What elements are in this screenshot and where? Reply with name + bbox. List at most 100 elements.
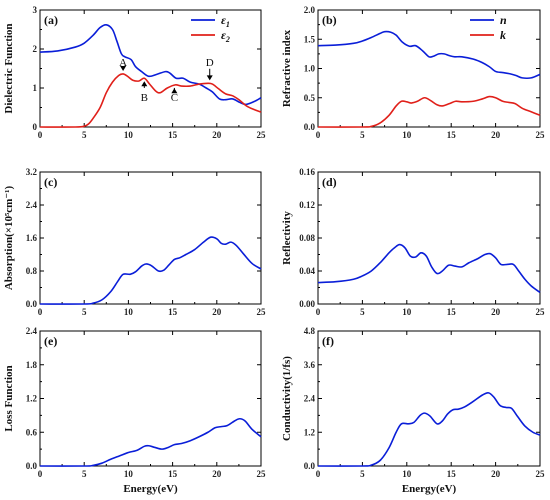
x-tick-label: 20 <box>212 307 222 317</box>
series-line-1 <box>39 23 262 106</box>
x-tick-label: 0 <box>316 307 321 317</box>
y-tick-label: 0.00 <box>299 299 315 309</box>
annotation-arrowhead <box>171 88 178 94</box>
panel-label: (c) <box>44 175 57 189</box>
annotation-label: B <box>141 92 148 104</box>
x-tick-label: 10 <box>402 130 412 140</box>
y-tick-label: 0.0 <box>304 122 316 132</box>
x-tick-label: 25 <box>257 469 267 479</box>
panel-label: (b) <box>322 13 337 27</box>
x-tick-label: 20 <box>212 130 222 140</box>
chart-panel-a: 0 5 10 15 20 25 0 1 2 3 (a) Dielectric Function ε1ε2… <box>3 5 266 140</box>
y-axis-label: Refractive index <box>281 29 293 107</box>
annotation-arrowhead <box>206 75 213 81</box>
x-tick-label: 10 <box>124 469 134 479</box>
x-tick-label: 15 <box>447 307 457 317</box>
x-tick-label: 0 <box>316 469 321 479</box>
x-tick-label: 5 <box>360 469 365 479</box>
y-tick-label: 0.8 <box>26 266 38 276</box>
panel-label: (e) <box>44 334 57 348</box>
legend-label: n <box>500 13 507 27</box>
x-tick-label: 20 <box>212 469 222 479</box>
plot-frame <box>317 330 541 467</box>
x-tick-label: 0 <box>38 130 43 140</box>
y-tick-label: 0.5 <box>304 93 316 103</box>
chart-panel-d: 0 5 10 15 20 25 0.00 0.04 0.08 0.12 0.16 (d) Reflect… <box>281 167 545 317</box>
plot-frame <box>317 171 541 305</box>
annotation-label: D <box>206 57 214 69</box>
series-line-2 <box>317 95 541 128</box>
y-tick-label: 3 <box>33 5 38 15</box>
y-tick-label: 0.0 <box>26 299 38 309</box>
x-tick-label: 15 <box>168 130 178 140</box>
x-tick-label: 20 <box>491 307 501 317</box>
y-tick-label: 1 <box>33 83 38 93</box>
x-tick-label: 20 <box>491 130 501 140</box>
y-tick-label: 2.4 <box>26 200 38 210</box>
y-tick-label: 0.0 <box>304 461 316 471</box>
plot-frame <box>39 171 262 305</box>
chart-panel-e: 0 5 10 15 20 25 0.0 0.6 1.2 1.8 2.4 (e) Loss Functio… <box>3 326 266 495</box>
y-tick-label: 2.0 <box>304 5 316 15</box>
y-axis-label: Absorption(×10⁵cm⁻¹) <box>3 186 15 291</box>
x-tick-label: 15 <box>447 130 457 140</box>
x-tick-label: 0 <box>38 469 43 479</box>
series-line-1 <box>317 243 541 294</box>
x-tick-label: 25 <box>536 307 546 317</box>
series-line-1 <box>39 417 262 467</box>
x-tick-label: 15 <box>168 307 178 317</box>
y-tick-label: 1.2 <box>304 427 316 437</box>
y-tick-label: 1.5 <box>304 34 316 44</box>
y-tick-label: 0.6 <box>26 427 38 437</box>
legend-label: ε2 <box>221 28 230 44</box>
x-tick-label: 0 <box>38 307 43 317</box>
y-tick-label: 1.0 <box>304 64 316 74</box>
legend-label: ε1 <box>221 13 230 29</box>
chart-panel-f: 0 5 10 15 20 25 0.0 1.2 2.4 3.6 4.8 (f) Conductivity… <box>281 326 545 495</box>
y-tick-label: 1.6 <box>26 233 38 243</box>
series-line-1 <box>317 392 541 467</box>
y-tick-label: 2 <box>33 44 38 54</box>
series-line-2 <box>39 73 262 128</box>
y-tick-label: 0 <box>33 122 38 132</box>
x-axis-label: Energy(eV) <box>402 483 457 495</box>
y-tick-label: 4.8 <box>304 326 316 336</box>
x-tick-label: 10 <box>402 469 412 479</box>
x-tick-label: 15 <box>447 469 457 479</box>
x-tick-label: 5 <box>360 130 365 140</box>
y-tick-label: 3.2 <box>26 167 38 177</box>
y-tick-label: 1.2 <box>26 394 38 404</box>
x-tick-label: 5 <box>82 469 87 479</box>
y-tick-label: 1.8 <box>26 360 38 370</box>
series-line-1 <box>39 236 262 305</box>
x-tick-label: 5 <box>360 307 365 317</box>
annotation-label: C <box>171 92 178 104</box>
x-tick-label: 25 <box>536 469 546 479</box>
annotation-arrowhead <box>120 65 127 71</box>
panel-label: (d) <box>322 175 337 189</box>
x-tick-label: 25 <box>257 307 267 317</box>
x-tick-label: 15 <box>168 469 178 479</box>
y-tick-label: 2.4 <box>26 326 38 336</box>
x-axis-label: Energy(eV) <box>123 483 178 495</box>
x-tick-label: 0 <box>316 130 321 140</box>
series-line-1 <box>317 30 541 80</box>
x-tick-label: 5 <box>82 307 87 317</box>
y-axis-label: Reflectivity <box>281 211 293 265</box>
x-tick-label: 25 <box>257 130 267 140</box>
y-axis-label: Conductivity(1/fs) <box>281 356 293 441</box>
x-tick-label: 10 <box>124 307 134 317</box>
y-axis-label: Loss Function <box>3 365 15 431</box>
x-tick-label: 20 <box>491 469 501 479</box>
plot-frame <box>317 9 541 128</box>
annotation-arrowhead <box>141 81 148 87</box>
y-axis-label: Dielectric Function <box>3 23 15 113</box>
annotation-label: A <box>119 57 127 69</box>
chart-panel-b: 0 5 10 15 20 25 0.0 0.5 1.0 1.5 2.0 (b) Refractive i… <box>281 5 545 140</box>
y-tick-label: 2.4 <box>304 394 316 404</box>
panel-label: (a) <box>44 13 58 27</box>
y-tick-label: 0.16 <box>299 167 315 177</box>
x-tick-label: 5 <box>82 130 87 140</box>
x-tick-label: 10 <box>402 307 412 317</box>
